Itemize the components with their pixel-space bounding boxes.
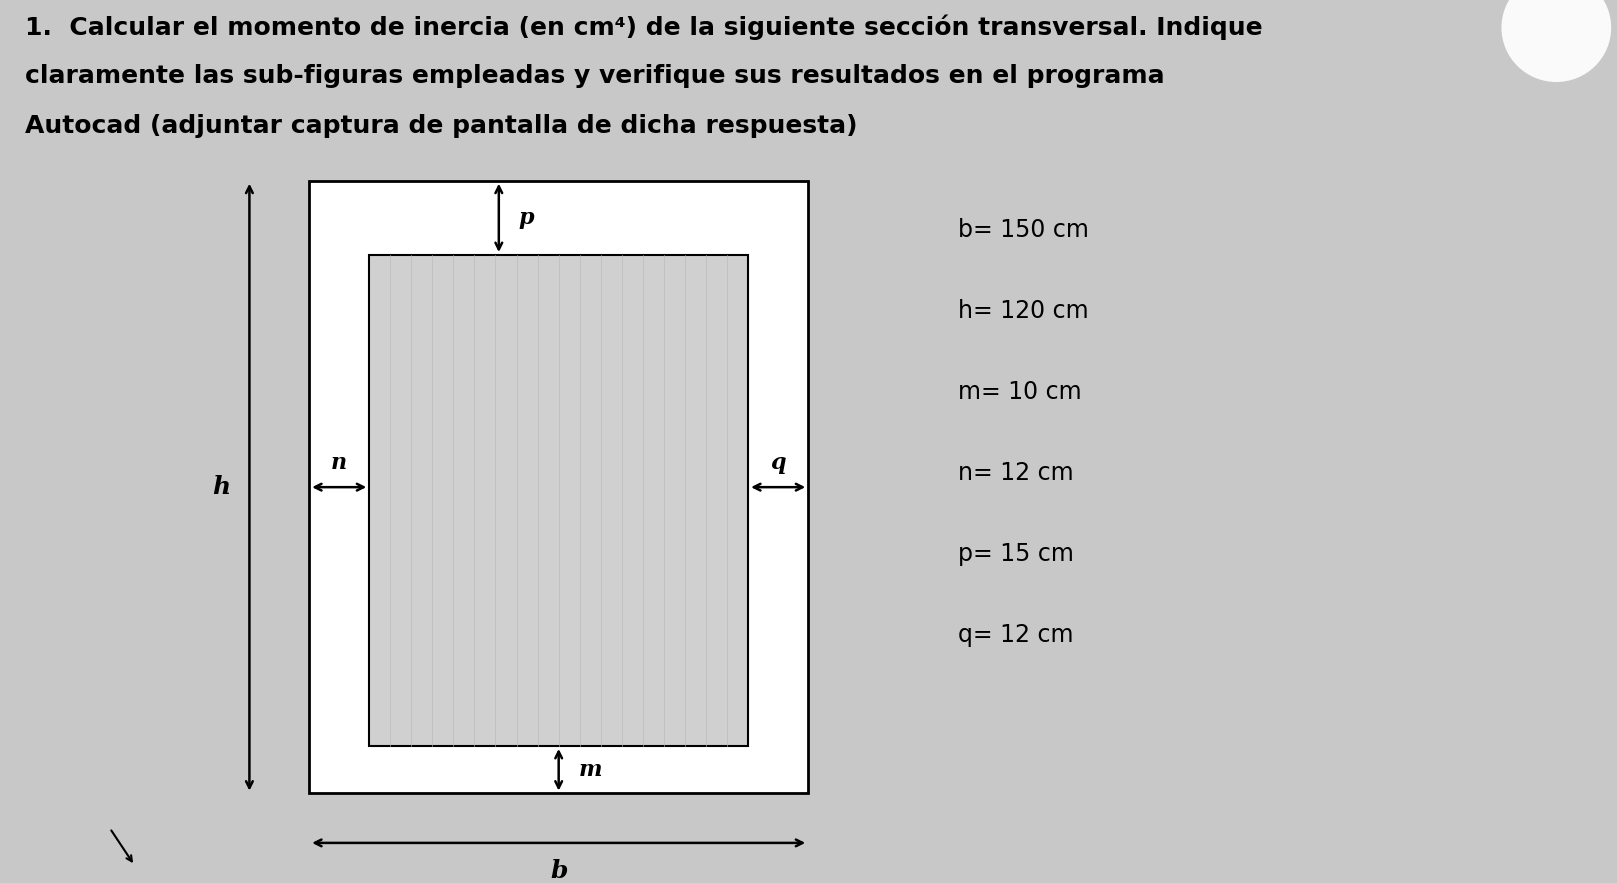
Text: Autocad (adjuntar captura de pantalla de dicha respuesta): Autocad (adjuntar captura de pantalla de… [24, 114, 857, 138]
Text: b= 150 cm: b= 150 cm [957, 218, 1088, 242]
Text: q: q [770, 452, 786, 474]
Text: m= 10 cm: m= 10 cm [957, 381, 1082, 404]
Text: claramente las sub-figuras empleadas y verifique sus resultados en el programa: claramente las sub-figuras empleadas y v… [24, 64, 1164, 88]
Text: n: n [331, 452, 348, 474]
Text: 1.  Calcular el momento de inercia (en cm⁴) de la siguiente sección transversal.: 1. Calcular el momento de inercia (en cm… [24, 15, 1263, 41]
Text: b: b [550, 858, 568, 883]
Text: m: m [579, 758, 602, 781]
Bar [309, 181, 808, 794]
Text: p: p [519, 207, 534, 229]
Text: h= 120 cm: h= 120 cm [957, 299, 1088, 323]
Text: h: h [212, 475, 231, 499]
Text: n= 12 cm: n= 12 cm [957, 461, 1074, 486]
Bar [369, 255, 749, 746]
Ellipse shape [1502, 0, 1611, 82]
Text: q= 12 cm: q= 12 cm [957, 623, 1074, 647]
Text: p= 15 cm: p= 15 cm [957, 542, 1074, 566]
